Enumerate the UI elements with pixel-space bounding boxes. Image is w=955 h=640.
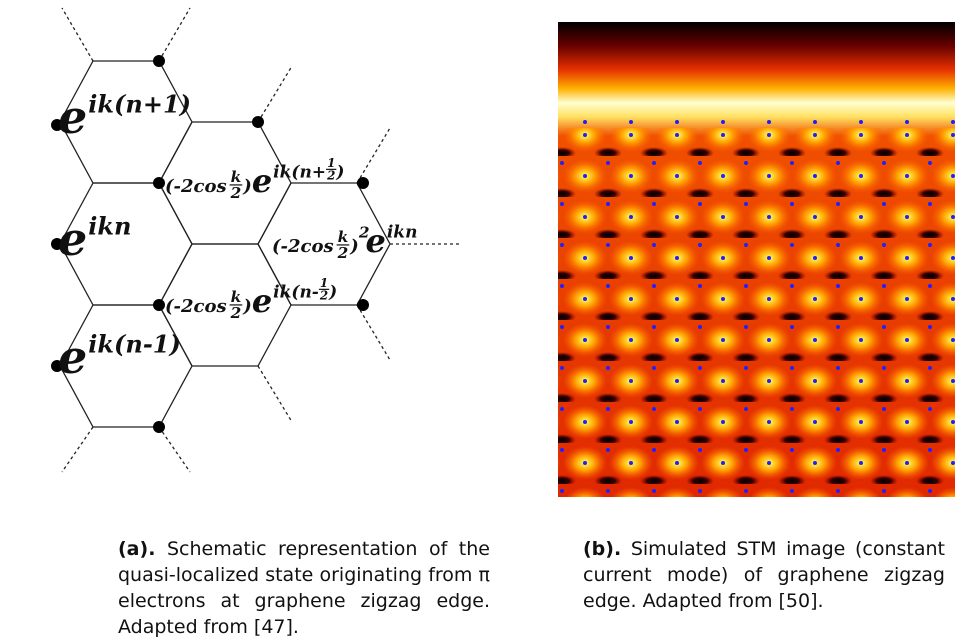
dashed-bond [258,366,292,422]
math-text: 2 [230,184,242,202]
math-text: 2 [326,168,335,182]
caption-label: (a). [118,538,155,560]
caption-label: (b). [583,538,621,560]
math-text: (-2cos [272,236,334,257]
caption-b: (b). Simulated STM image (constant curre… [583,536,945,614]
atom [153,177,165,189]
atom-dot [767,120,771,124]
dashed-bond [357,305,390,360]
math-text: ik(n+1) [88,89,191,118]
math-text: e [252,162,272,200]
atom-dot [905,120,909,124]
stm-image [558,22,955,497]
page: {"panels": [ {"label": "(a).", "caption"… [0,0,955,635]
atom-dot [859,120,863,124]
dashed-bond [159,8,190,61]
math-text: ikn [88,211,131,240]
dashed-bond [357,128,390,183]
caption-a: (a). Schematic representation of the qua… [118,536,490,640]
math-text: e [252,282,272,320]
atom-dot [721,120,725,124]
math-text: e [58,330,87,384]
atom [357,299,369,311]
math-text: ) [242,296,252,317]
caption-text: Simulated STM image (constant current mo… [583,538,945,612]
atom [153,421,165,433]
atom [153,299,165,311]
dashed-bond [159,427,190,472]
math-text: ik(n+ [273,163,326,183]
atom-dot [675,120,679,124]
math-text: ik(n- [273,283,319,303]
math-text: e [58,90,87,144]
math-text: ikn [387,223,418,243]
atom-dot [951,120,955,124]
atom-dot [583,120,587,124]
math-text: ) [349,236,359,257]
math-text: (-2cos [165,176,227,197]
atom [252,116,264,128]
atom-dot [813,120,817,124]
caption-text: Schematic representation of the quasi-lo… [118,538,490,638]
math-text: ) [328,283,337,303]
dashed-bond [62,427,93,472]
math-text: 2 [337,244,349,262]
math-text: 2 [230,304,242,322]
math-text: ) [242,176,252,197]
atom [153,55,165,67]
math-text: e [365,222,385,260]
dashed-bond [258,66,292,122]
atom-dot [629,120,633,124]
math-text: 2 [319,288,328,302]
dashed-bond [62,8,93,61]
atom [357,177,369,189]
math-text: ik(n-1) [88,329,181,358]
math-text: (-2cos [165,296,227,317]
math-text: ) [335,163,344,183]
math-text: e [58,212,87,266]
